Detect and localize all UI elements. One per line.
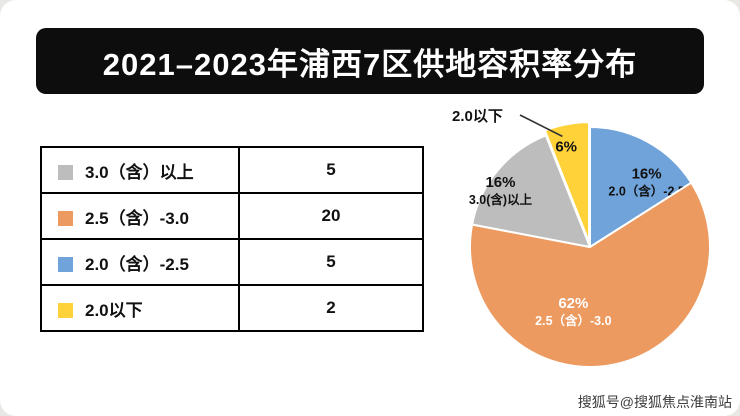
legend-value: 5 xyxy=(238,146,424,194)
pie-chart: 6% 16% 2.0（含）-2.5 62% 2.5（含）-3.0 16% 3.0(含)以上 … xyxy=(440,100,740,400)
legend-label-cell: 2.0以下 xyxy=(40,284,240,332)
legend-label: 3.0（含）以上 xyxy=(85,162,194,182)
legend-color-swatch xyxy=(58,256,73,272)
legend-table: 3.0（含）以上 5 2.5（含）-3.0 20 2.0（含）-2.5 5 2.0以下 2 xyxy=(40,146,424,332)
legend-row: 2.0（含）-2.5 5 xyxy=(40,238,424,286)
legend-value: 20 xyxy=(238,192,424,240)
legend-label-cell: 3.0（含）以上 xyxy=(40,146,240,194)
legend-label: 2.0（含）-2.5 xyxy=(85,254,189,274)
legend-color-swatch xyxy=(58,302,73,318)
legend-color-swatch xyxy=(58,164,73,180)
legend-label-cell: 2.5（含）-3.0 xyxy=(40,192,240,240)
pie-callout-label: 2.0以下 xyxy=(452,108,503,125)
legend-row: 3.0（含）以上 5 xyxy=(40,146,424,194)
legend-row: 2.0以下 2 xyxy=(40,284,424,332)
pie-slice-1 xyxy=(589,126,693,248)
pie-svg: 6%16%2.0（含）-2.562%2.5（含）-3.016%3.0(含)以上 xyxy=(469,114,711,368)
callout-leader-line xyxy=(519,114,563,138)
pie-slice-label: 2.0（含）-2.5 xyxy=(608,183,684,198)
legend-color-swatch xyxy=(58,210,73,226)
legend-table-body: 3.0（含）以上 5 2.5（含）-3.0 20 2.0（含）-2.5 5 2.0以下 2 xyxy=(40,146,424,332)
pie-slice-3 xyxy=(471,134,591,248)
pie-slice-label: 2.5（含）-3.0 xyxy=(535,313,611,328)
legend-value: 2 xyxy=(238,284,424,332)
legend-row: 2.5（含）-3.0 20 xyxy=(40,192,424,240)
pie-slice-0 xyxy=(543,121,591,244)
chart-title: 2021–2023年浦西7区供地容积率分布 xyxy=(36,28,704,94)
pie-pct-label: 16% xyxy=(485,174,515,191)
watermark: 搜狐号@搜狐焦点淮南站 xyxy=(577,394,732,410)
legend-label: 2.0以下 xyxy=(85,300,143,320)
pie-slice-2 xyxy=(469,181,711,368)
legend-label-cell: 2.0（含）-2.5 xyxy=(40,238,240,286)
pie-slice-label: 3.0(含)以上 xyxy=(469,192,533,207)
pie-pct-label: 62% xyxy=(558,295,588,312)
pie-pct-label: 6% xyxy=(555,139,577,156)
pie-pct-label: 16% xyxy=(632,165,662,182)
legend-label: 2.5（含）-3.0 xyxy=(85,208,189,228)
legend-value: 5 xyxy=(238,238,424,286)
